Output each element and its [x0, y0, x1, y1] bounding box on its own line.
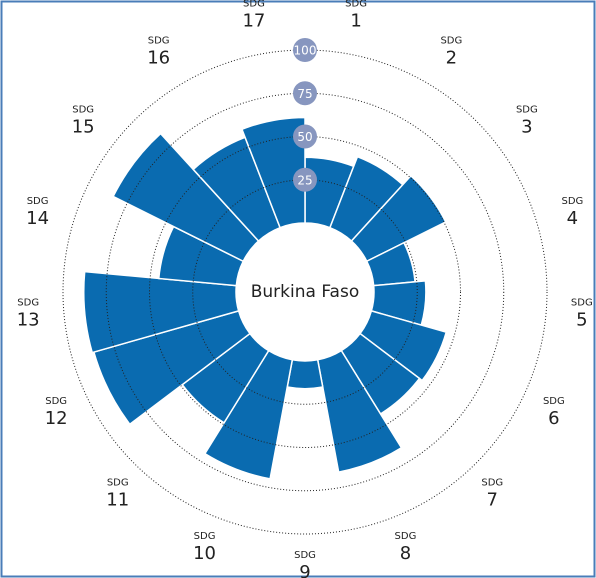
category-prefix: SDG — [440, 36, 462, 47]
category-label: 9 — [299, 562, 310, 578]
category-label: 13 — [17, 310, 40, 331]
category-prefix: SDG — [516, 104, 538, 115]
category-label: 16 — [147, 48, 170, 69]
category-label: 11 — [106, 489, 129, 510]
category-label: 4 — [567, 208, 578, 229]
grid-line — [62, 49, 548, 535]
category-prefix: SDG — [194, 531, 216, 542]
bar — [286, 358, 324, 390]
category-label: 14 — [26, 208, 49, 229]
category-prefix: SDG — [345, 0, 367, 10]
center-hole — [236, 223, 374, 361]
category-label: 3 — [521, 116, 532, 137]
category-label: 5 — [576, 310, 587, 331]
category-prefix: SDG — [395, 531, 417, 542]
category-prefix: SDG — [148, 36, 170, 47]
category-prefix: SDG — [571, 298, 593, 309]
category-prefix: SDG — [294, 550, 316, 561]
chart-title: Burkina Faso — [251, 282, 359, 302]
category-prefix: SDG — [72, 104, 94, 115]
category-prefix: SDG — [561, 196, 583, 207]
y-tick-label: 75 — [297, 87, 312, 101]
category-label: 7 — [487, 489, 498, 510]
category-prefix: SDG — [107, 477, 129, 488]
category-prefix: SDG — [543, 396, 565, 407]
category-prefix: SDG — [45, 396, 67, 407]
category-label: 6 — [548, 408, 559, 429]
category-label: 15 — [72, 116, 95, 137]
category-label: 17 — [242, 11, 265, 32]
y-tick-label: 100 — [294, 44, 317, 58]
tick-badge — [293, 124, 317, 149]
tick-badge — [293, 81, 317, 106]
category-label: 10 — [193, 543, 216, 564]
category-label: 2 — [446, 48, 457, 69]
tick-badge — [293, 167, 317, 192]
y-tick-label: 50 — [297, 130, 312, 144]
tick-badge — [293, 38, 317, 62]
category-prefix: SDG — [27, 196, 49, 207]
category-label: 1 — [350, 11, 361, 32]
category-prefix: SDG — [481, 477, 503, 488]
category-prefix: SDG — [17, 298, 39, 309]
category-label: 12 — [45, 408, 68, 429]
category-prefix: SDG — [243, 0, 265, 10]
category-label: 8 — [400, 543, 411, 564]
y-tick-label: 25 — [297, 173, 312, 187]
